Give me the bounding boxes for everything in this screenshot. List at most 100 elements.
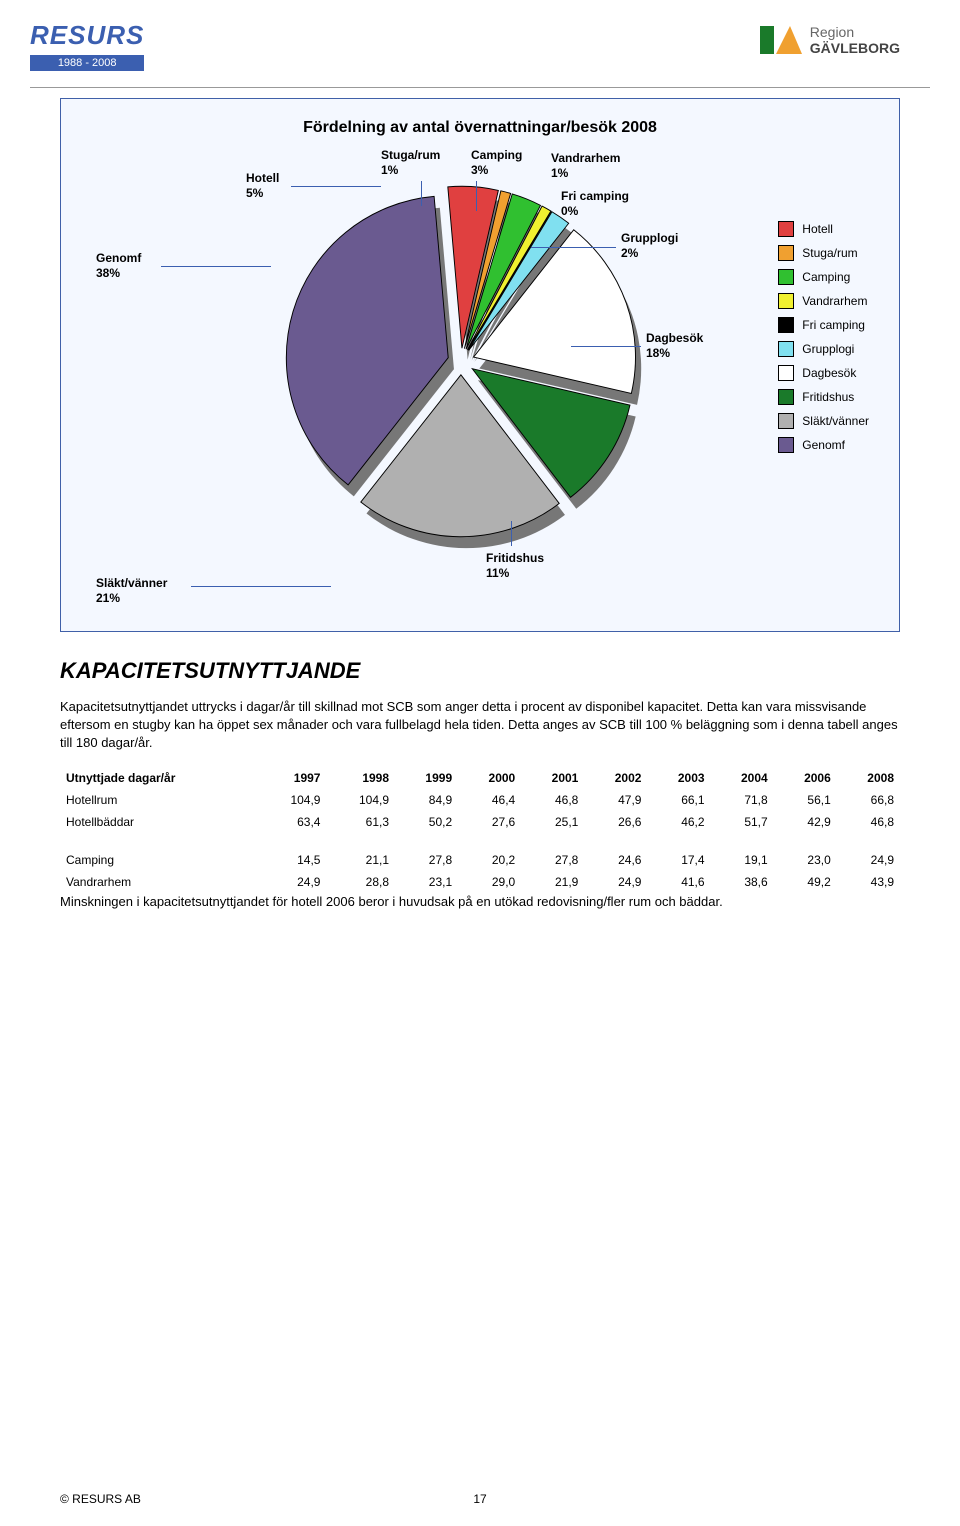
- cell: 24,6: [584, 849, 647, 871]
- table-year: 2002: [584, 767, 647, 789]
- callout-hotell: Hotell 5%: [246, 171, 279, 201]
- table-year: 2001: [521, 767, 584, 789]
- swatch-icon: [778, 341, 794, 357]
- swatch-icon: [778, 437, 794, 453]
- callout-fritidshus: Fritidshus 11%: [486, 551, 544, 581]
- pie-chart: Genomf 38% Hotell 5% Stuga/rum 1% Campin…: [91, 151, 869, 611]
- leader-line: [531, 247, 616, 248]
- logo-resurs: RESURS 1988 - 2008: [30, 20, 144, 71]
- swatch-icon: [778, 245, 794, 261]
- legend-item: Fritidshus: [778, 389, 869, 405]
- cell: 43,9: [837, 871, 900, 893]
- table-year: 1997: [258, 767, 327, 789]
- cell: 14,5: [258, 849, 327, 871]
- swatch-icon: [778, 293, 794, 309]
- body-section: KAPACITETSUTNYTTJANDE Kapacitetsutnyttja…: [60, 658, 900, 911]
- cell: 46,8: [521, 789, 584, 811]
- section-heading: KAPACITETSUTNYTTJANDE: [60, 658, 900, 684]
- cell: 84,9: [395, 789, 458, 811]
- cell: 23,0: [774, 849, 837, 871]
- legend-label: Fri camping: [802, 318, 865, 332]
- page: RESURS 1988 - 2008 Region GÄVLEBORG Förd…: [0, 0, 960, 1526]
- leader-line: [511, 521, 512, 546]
- legend-item: Genomf: [778, 437, 869, 453]
- leader-line: [161, 266, 271, 267]
- callout-dagbesok: Dagbesök 18%: [646, 331, 703, 361]
- callout-vandrarhem: Vandrarhem 1%: [551, 151, 620, 181]
- cell: 23,1: [395, 871, 458, 893]
- cell: 49,2: [774, 871, 837, 893]
- cell: 47,9: [584, 789, 647, 811]
- legend-label: Genomf: [802, 438, 845, 452]
- cell: 27,8: [395, 849, 458, 871]
- cell: 46,4: [458, 789, 521, 811]
- swatch-icon: [778, 389, 794, 405]
- table-row: Vandrarhem24,928,823,129,021,924,941,638…: [60, 871, 900, 893]
- row-label: Hotellbäddar: [60, 811, 258, 833]
- table-year: 2004: [711, 767, 774, 789]
- cell: 104,9: [326, 789, 395, 811]
- table-year: 2008: [837, 767, 900, 789]
- leader-line: [191, 586, 331, 587]
- legend-label: Fritidshus: [802, 390, 854, 404]
- cell: 26,6: [584, 811, 647, 833]
- legend-item: Stuga/rum: [778, 245, 869, 261]
- table-year: 2003: [647, 767, 710, 789]
- swatch-icon: [778, 221, 794, 237]
- swatch-icon: [778, 269, 794, 285]
- chart-panel: Fördelning av antal övernattningar/besök…: [60, 98, 900, 632]
- region-text: Region GÄVLEBORG: [810, 24, 900, 56]
- logo-region: Region GÄVLEBORG: [758, 20, 900, 60]
- legend-label: Camping: [802, 270, 850, 284]
- cell: 28,8: [326, 871, 395, 893]
- cell: 41,6: [647, 871, 710, 893]
- cell: 46,8: [837, 811, 900, 833]
- cell: 38,6: [711, 871, 774, 893]
- section-paragraph: Kapacitetsutnyttjandet uttrycks i dagar/…: [60, 698, 900, 753]
- cell: 71,8: [711, 789, 774, 811]
- legend: HotellStuga/rumCampingVandrarhemFri camp…: [778, 221, 869, 461]
- page-number: 17: [473, 1492, 486, 1506]
- table-corner: Utnyttjade dagar/år: [60, 767, 258, 789]
- brand-text: RESURS: [30, 20, 144, 51]
- leader-line: [571, 346, 641, 347]
- row-label: Camping: [60, 849, 258, 871]
- cell: 24,9: [837, 849, 900, 871]
- region-label: Region: [810, 24, 854, 40]
- chart-title: Fördelning av antal övernattningar/besök…: [91, 119, 869, 137]
- swatch-icon: [778, 365, 794, 381]
- cell: 66,8: [837, 789, 900, 811]
- legend-item: Dagbesök: [778, 365, 869, 381]
- cell: 25,1: [521, 811, 584, 833]
- legend-item: Camping: [778, 269, 869, 285]
- leader-line: [421, 181, 422, 206]
- callout-grupplogi: Grupplogi 2%: [621, 231, 678, 261]
- callout-genomf: Genomf 38%: [96, 251, 141, 281]
- legend-item: Hotell: [778, 221, 869, 237]
- cell: 61,3: [326, 811, 395, 833]
- row-label: Hotellrum: [60, 789, 258, 811]
- cell: 27,6: [458, 811, 521, 833]
- legend-item: Släkt/vänner: [778, 413, 869, 429]
- cell: 63,4: [258, 811, 327, 833]
- header-bar: RESURS 1988 - 2008 Region GÄVLEBORG: [0, 0, 960, 81]
- table-row: Hotellbäddar63,461,350,227,625,126,646,2…: [60, 811, 900, 833]
- cell: 19,1: [711, 849, 774, 871]
- swatch-icon: [778, 317, 794, 333]
- cell: 42,9: [774, 811, 837, 833]
- region-name: GÄVLEBORG: [810, 40, 900, 56]
- table-note: Minskningen i kapacitetsutnyttjandet för…: [60, 893, 900, 911]
- table-year: 2006: [774, 767, 837, 789]
- legend-label: Dagbesök: [802, 366, 856, 380]
- header-rule: [30, 87, 930, 88]
- cell: 24,9: [258, 871, 327, 893]
- row-label: Vandrarhem: [60, 871, 258, 893]
- table-year: 1999: [395, 767, 458, 789]
- legend-label: Grupplogi: [802, 342, 854, 356]
- legend-label: Stuga/rum: [802, 246, 857, 260]
- cell: 20,2: [458, 849, 521, 871]
- brand-years: 1988 - 2008: [30, 55, 144, 71]
- cell: 66,1: [647, 789, 710, 811]
- capacity-table: Utnyttjade dagar/år199719981999200020012…: [60, 767, 900, 893]
- table-year: 2000: [458, 767, 521, 789]
